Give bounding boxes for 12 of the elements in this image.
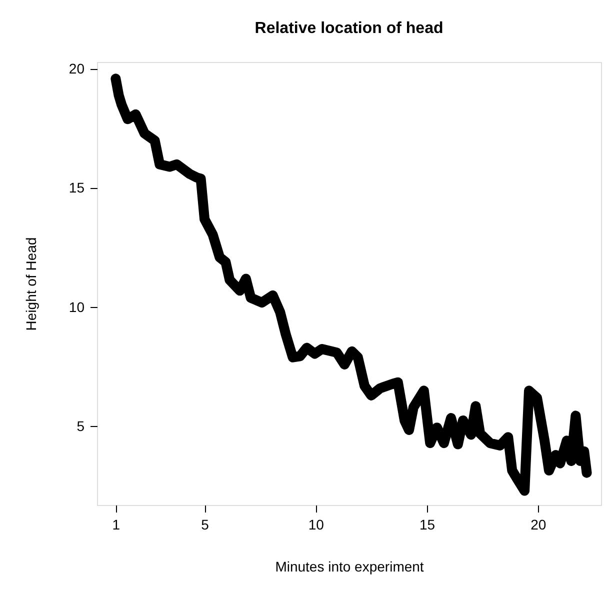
x-tick-label: 10 xyxy=(308,516,324,532)
x-axis-title: Minutes into experiment xyxy=(275,558,424,574)
y-tick-label: 15 xyxy=(68,180,85,196)
y-axis-title: Height of Head xyxy=(22,237,39,331)
x-tick-label: 20 xyxy=(530,516,546,532)
chart-title: Relative location of head xyxy=(254,20,444,37)
y-tick-label: 10 xyxy=(68,298,85,315)
x-tick-label: 1 xyxy=(112,516,120,532)
y-tick-label: 20 xyxy=(68,60,85,77)
x-tick-label: 15 xyxy=(419,516,436,532)
y-tick-label: 5 xyxy=(76,418,85,434)
x-tick-label: 5 xyxy=(201,516,210,532)
